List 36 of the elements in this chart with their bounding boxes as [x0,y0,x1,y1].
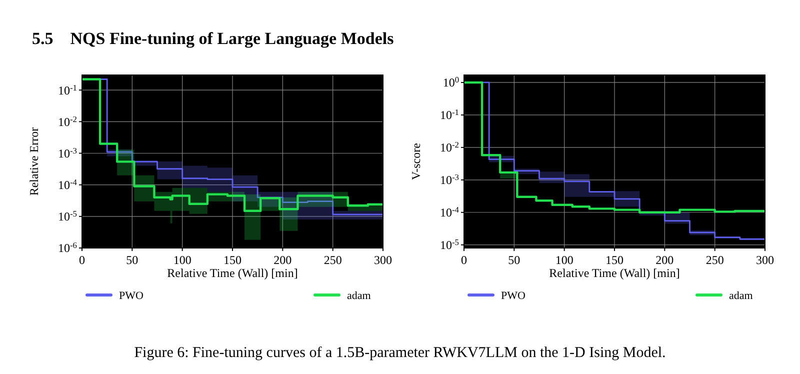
y-tick-label: 10$^{-6}$ [58,240,77,256]
x-tick-label: 50 [126,253,138,267]
x-tick-label: 150 [224,253,242,267]
x-tick-label: 300 [374,253,392,267]
x-axis-title: Relative Time (Wall) [min] [549,266,680,280]
x-tick-label: 300 [756,253,774,267]
x-tick-label: 100 [173,253,192,267]
legend-label: PWO [501,290,526,302]
caption: Figure 6: Fine-tuning curves of a 1.5B-parameter RWKV7LLM on the 1-D Ising Model. [134,345,666,361]
legend-label: adam [729,290,754,302]
y-tick-label: 10$^{-1}$ [440,108,459,122]
x-axis-title: Relative Time (Wall) [min] [167,266,298,280]
y-tick-label: 10$^{-2}$ [440,140,459,155]
y-tick-label: 10$^{-4}$ [440,205,460,220]
y-axis-title: V-score [409,143,423,180]
y-tick-label: 10$^{0}$ [442,75,459,90]
legend-label: PWO [119,290,144,302]
x-tick-label: 0 [461,253,467,267]
y-axis-title: Relative Error [27,127,41,196]
x-tick-label: 250 [706,253,724,267]
x-tick-label: 250 [324,253,342,267]
x-tick-label: 150 [606,253,624,267]
y-tick-label: 10$^{-5}$ [58,209,77,224]
y-tick-label: 10$^{-4}$ [58,178,78,192]
y-tick-label: 10$^{-3}$ [440,172,459,188]
x-tick-label: 100 [555,253,574,267]
y-tick-label: 10$^{-5}$ [440,238,459,252]
y-tick-label: 10$^{-3}$ [58,146,77,160]
x-tick-label: 200 [656,253,674,267]
x-tick-label: 50 [508,253,520,267]
chart-title: 5.5 NQS Fine-tuning of Large Language Models [32,29,394,48]
y-tick-label: 10$^{-2}$ [58,114,77,129]
x-tick-label: 200 [274,253,292,267]
legend-label: adam [347,290,372,302]
x-tick-label: 0 [79,253,85,267]
y-tick-label: 10$^{-1}$ [58,82,77,98]
